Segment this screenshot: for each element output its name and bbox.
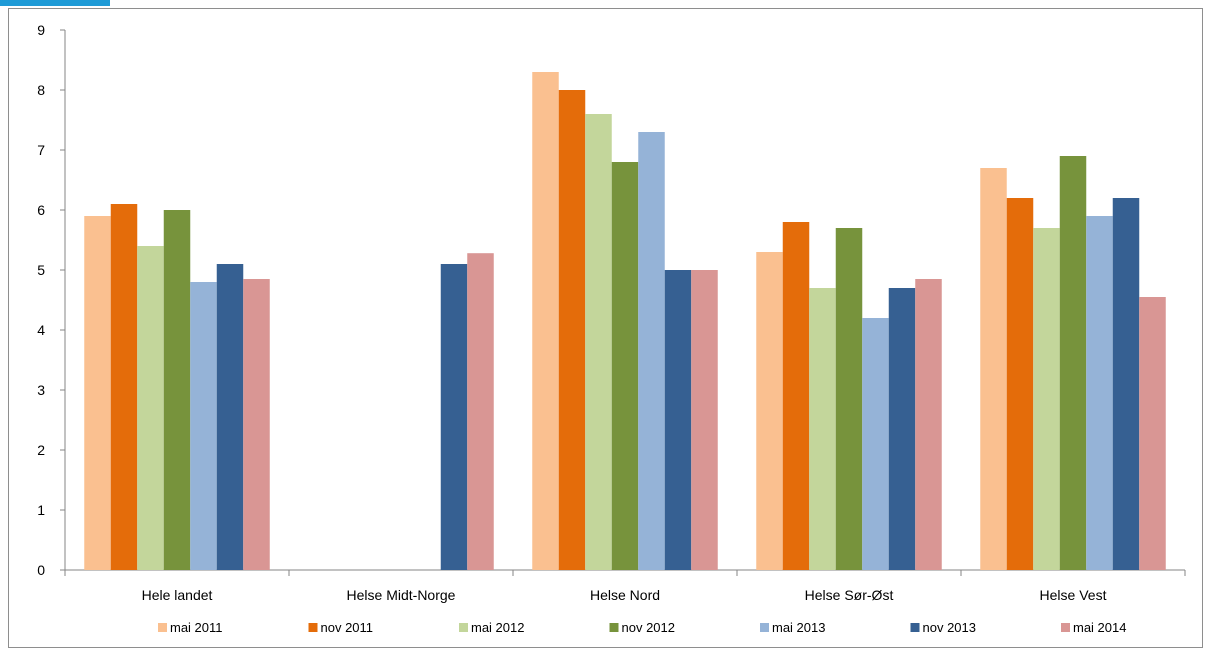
bar [558,90,586,570]
bar [1112,198,1140,570]
bar [915,279,942,570]
bar [888,288,916,570]
x-category-label: Helse Vest [1040,587,1107,603]
x-category-label: Helse Nord [590,587,660,603]
bar [1059,156,1087,570]
legend-swatch [308,623,318,632]
legend-item: nov 2012 [609,620,676,635]
legend-swatch [609,623,619,632]
x-category-label: Helse Sør-Øst [805,587,894,603]
bar [467,253,494,570]
bar [585,114,612,570]
bar [84,216,111,570]
bar [782,222,810,570]
legend-label: mai 2014 [1073,620,1126,635]
y-tick-label: 8 [37,82,45,98]
bars [84,72,1166,570]
bar [756,252,783,570]
bar [862,318,889,570]
legend-item: nov 2011 [308,620,374,635]
legend-label: mai 2013 [772,620,825,635]
bar [163,210,191,570]
y-tick-label: 6 [37,202,45,218]
bar [1006,198,1034,570]
y-tick-label: 0 [37,562,45,578]
bar [638,132,665,570]
legend-swatch [459,623,468,632]
bar [691,270,718,570]
bar [110,204,138,570]
bar [664,270,692,570]
x-category-label: Helse Midt-Norge [347,587,456,603]
legend-label: mai 2011 [170,620,223,635]
legend-label: nov 2013 [923,620,977,635]
bar [980,168,1007,570]
y-axis: 0 1 2 3 4 5 6 7 8 9 [37,22,66,578]
legend-item: nov 2013 [910,620,977,635]
legend-label: nov 2012 [622,620,676,635]
x-axis: Hele landet Helse Midt-Norge Helse Nord Hel… [64,569,1186,603]
y-tick-label: 3 [37,382,45,398]
x-category-label: Hele landet [142,587,213,603]
legend-item: mai 2012 [459,620,524,635]
legend-label: mai 2012 [471,620,524,635]
y-tick-label: 9 [37,22,45,38]
bar [1033,228,1060,570]
bar [190,282,217,570]
y-tick-label: 2 [37,442,45,458]
bar [216,264,244,570]
bar [243,279,270,570]
bar [809,288,836,570]
bar [1086,216,1113,570]
y-tick-label: 1 [37,502,45,518]
bar [1139,297,1166,570]
top-accent-strip [0,0,110,6]
legend-label: nov 2011 [321,620,374,635]
y-tick-label: 4 [37,322,45,338]
bar [440,264,468,570]
y-tick-label: 7 [37,142,45,158]
bar [835,228,863,570]
bar [611,162,639,570]
legend-item: mai 2013 [760,620,825,635]
legend: mai 2011 nov 2011 mai 2012 nov 2012 mai 2013… [158,620,1126,635]
y-tick-label: 5 [37,262,45,278]
legend-swatch [158,623,167,632]
legend-item: mai 2014 [1061,620,1126,635]
legend-item: mai 2011 [158,620,223,635]
legend-swatch [910,623,920,632]
legend-swatch [760,623,769,632]
bar [137,246,164,570]
legend-swatch [1061,623,1070,632]
bar [532,72,559,570]
